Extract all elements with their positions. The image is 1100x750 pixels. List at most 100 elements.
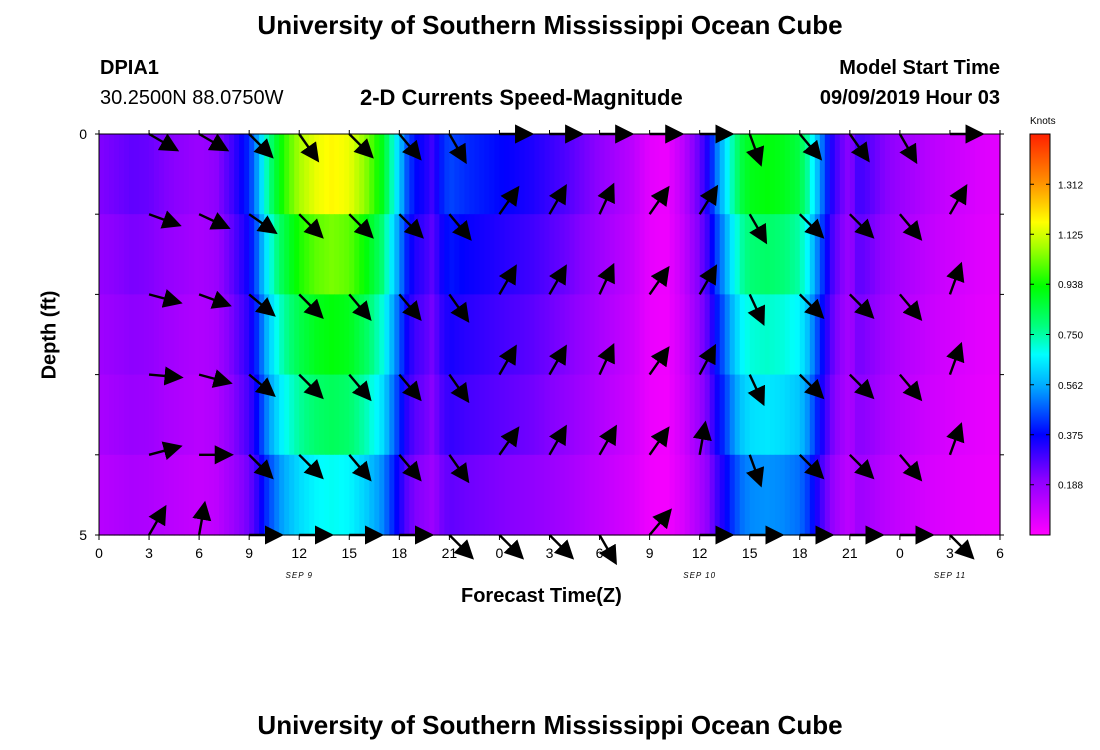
heat-cell xyxy=(989,374,996,456)
heat-cell xyxy=(539,294,546,376)
heat-cell xyxy=(369,134,375,215)
heat-cell xyxy=(134,294,140,376)
current-vector xyxy=(848,373,875,400)
heat-cell xyxy=(284,214,290,295)
heat-cell xyxy=(694,214,701,295)
heat-cell xyxy=(659,214,666,295)
heat-cell xyxy=(554,134,561,215)
heat-cell xyxy=(179,214,185,295)
heat-cell xyxy=(354,214,360,295)
heat-cell xyxy=(324,454,330,536)
heat-cell xyxy=(299,214,305,295)
current-vector xyxy=(298,373,324,400)
heat-cell xyxy=(284,454,290,536)
heat-cell xyxy=(374,214,380,295)
heat-cell xyxy=(964,374,971,456)
heat-cell xyxy=(199,374,205,456)
heat-cell xyxy=(649,374,656,456)
heat-cell xyxy=(614,134,621,215)
heat-cell xyxy=(669,374,676,456)
heat-cell xyxy=(579,214,586,295)
heat-cell xyxy=(859,294,866,376)
x-tick-label: 6 xyxy=(596,545,604,561)
heat-cell xyxy=(739,374,746,456)
heat-cell xyxy=(669,454,676,536)
heat-cell xyxy=(759,454,766,536)
heat-cell xyxy=(449,134,455,215)
heat-cell xyxy=(789,294,796,376)
current-vector xyxy=(798,293,825,320)
current-vector xyxy=(948,184,968,215)
heat-cell xyxy=(429,454,435,536)
heat-cell xyxy=(874,214,881,295)
heat-cell xyxy=(619,214,626,295)
current-vector xyxy=(348,454,372,482)
heat-cell xyxy=(914,134,921,215)
heat-cell xyxy=(579,134,586,215)
heat-cell xyxy=(899,454,906,536)
heat-cell xyxy=(119,374,125,456)
heat-cell xyxy=(764,454,771,536)
heat-cell xyxy=(494,374,501,456)
heat-cell xyxy=(374,134,380,215)
heat-cell xyxy=(939,134,946,215)
heat-cell xyxy=(614,294,621,376)
heat-cell xyxy=(434,134,440,215)
heat-cell xyxy=(529,294,536,376)
heat-cell xyxy=(849,294,856,376)
heat-cell xyxy=(419,214,425,295)
heat-cell xyxy=(269,294,275,376)
current-vector xyxy=(798,453,825,480)
heat-cell xyxy=(439,294,445,376)
current-vector xyxy=(248,133,274,159)
heat-cell xyxy=(679,374,686,456)
heat-cell xyxy=(344,374,350,456)
heat-cell xyxy=(494,134,501,215)
heat-cell xyxy=(559,134,566,215)
heat-cell xyxy=(214,134,220,215)
heat-cell xyxy=(644,374,651,456)
heat-cell xyxy=(869,374,876,456)
heat-cell xyxy=(954,294,961,376)
heat-cell xyxy=(799,454,806,536)
heat-cell xyxy=(599,294,606,376)
heat-cell xyxy=(924,454,931,536)
heat-cell xyxy=(364,214,370,295)
heat-cell xyxy=(349,294,355,376)
heat-cell xyxy=(509,294,516,376)
heat-cell xyxy=(954,454,961,536)
heat-cell xyxy=(189,454,195,536)
heat-cell xyxy=(269,454,275,536)
heat-cell xyxy=(414,214,420,295)
heat-cell xyxy=(439,134,445,215)
heat-cell xyxy=(824,374,831,456)
heat-cell xyxy=(574,134,581,215)
heat-cell xyxy=(859,134,866,215)
heat-cell xyxy=(704,134,711,215)
heat-cell xyxy=(249,294,255,376)
heat-cell xyxy=(944,214,951,295)
heat-cell xyxy=(814,214,821,295)
heat-cell xyxy=(744,134,751,215)
heat-cell xyxy=(529,454,536,536)
heat-cell xyxy=(194,214,200,295)
heat-cell xyxy=(164,214,170,295)
current-vector xyxy=(198,132,230,152)
heat-cell xyxy=(589,454,596,536)
heat-cell xyxy=(729,134,736,215)
heat-cell xyxy=(154,374,160,456)
heat-cell xyxy=(749,214,756,295)
heat-cell xyxy=(359,134,365,215)
heat-cell xyxy=(274,454,280,536)
current-vector xyxy=(498,534,525,560)
heat-cell xyxy=(619,374,626,456)
heat-cell xyxy=(754,454,761,536)
heat-cell xyxy=(384,134,390,215)
x-tick-label: 3 xyxy=(145,545,153,561)
heat-cell xyxy=(894,374,901,456)
heat-cell xyxy=(299,134,305,215)
heat-cell xyxy=(584,134,591,215)
heat-cell xyxy=(524,294,531,376)
heat-cell xyxy=(854,214,861,295)
heat-cell xyxy=(119,214,125,295)
